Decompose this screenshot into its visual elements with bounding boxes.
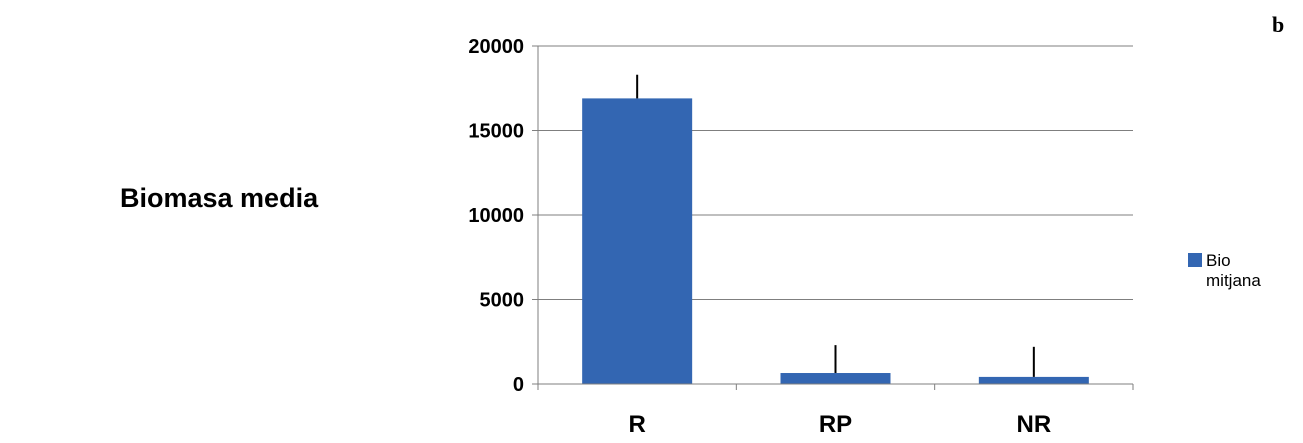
y-tick-label: 5000 (480, 290, 525, 312)
x-tick-label: RP (819, 411, 852, 438)
y-axis-label: Biomasa media (120, 183, 319, 213)
y-tick-label: 15000 (468, 121, 524, 143)
bar-rp (780, 373, 891, 384)
bar-nr (978, 376, 1089, 384)
y-tick-label: 0 (513, 374, 524, 396)
y-tick-label: 10000 (468, 205, 524, 227)
legend-label-line2: mitjana (1206, 271, 1261, 290)
panel-letter: b (1272, 12, 1285, 37)
bar-r (582, 98, 693, 384)
y-tick-label: 20000 (468, 36, 524, 58)
x-tick-label: R (628, 411, 645, 438)
legend: Bio mitjana (1188, 251, 1261, 291)
legend-swatch (1188, 252, 1202, 267)
x-tick-label: NR (1016, 411, 1051, 438)
legend-label-line1: Bio (1206, 251, 1231, 270)
